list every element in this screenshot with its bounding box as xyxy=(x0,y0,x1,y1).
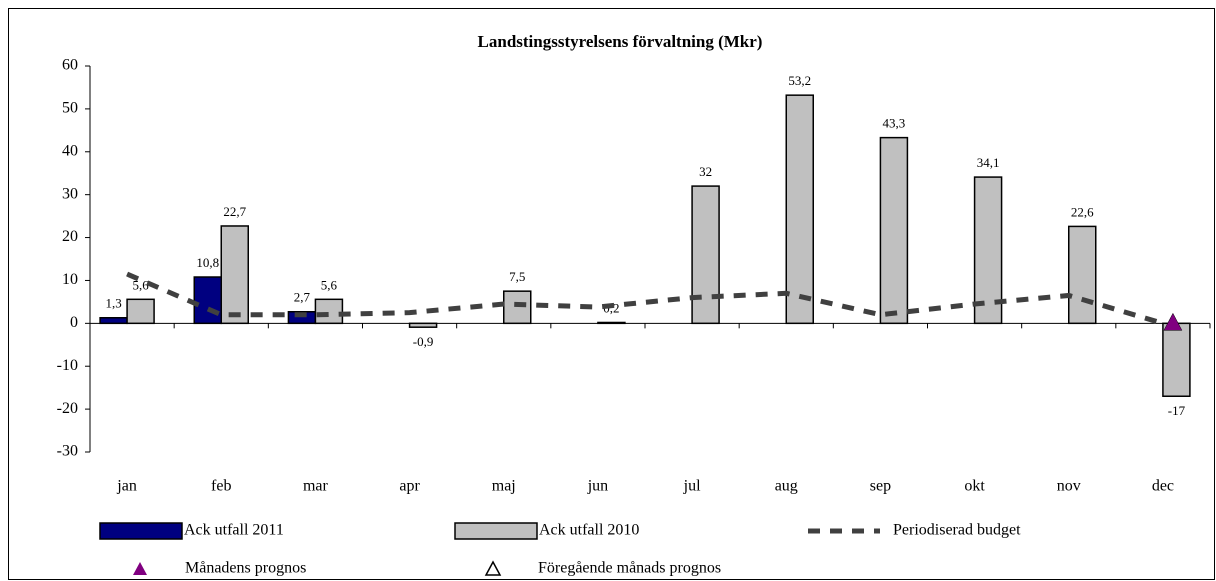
legend-label: Periodiserad budget xyxy=(893,522,1021,539)
x-tick-label: maj xyxy=(492,478,516,495)
data-label: 53,2 xyxy=(788,73,811,88)
legend-swatch xyxy=(454,522,538,540)
legend-label: Månadens prognos xyxy=(185,560,306,577)
y-tick-label: 50 xyxy=(62,100,78,117)
x-tick-label: jul xyxy=(683,478,701,495)
data-label: 1,3 xyxy=(105,296,121,311)
budget-line xyxy=(126,271,1164,326)
x-tick-label: okt xyxy=(964,478,985,495)
bar xyxy=(1068,225,1097,325)
data-label: 7,5 xyxy=(509,269,525,284)
bar xyxy=(193,276,222,325)
x-tick-label: nov xyxy=(1057,478,1081,495)
legend-label: Ack utfall 2011 xyxy=(184,522,284,539)
x-tick-label: aug xyxy=(775,478,798,495)
x-tick-label: apr xyxy=(399,478,420,495)
bar xyxy=(597,321,626,325)
y-tick-label: -10 xyxy=(57,357,78,374)
bar xyxy=(220,225,249,325)
legend-label: Ack utfall 2010 xyxy=(539,522,639,539)
y-tick-label: 10 xyxy=(62,271,78,288)
bar xyxy=(503,290,532,325)
x-tick-label: jun xyxy=(587,478,608,495)
chart-frame xyxy=(8,8,1215,580)
x-tick-label: feb xyxy=(211,478,231,495)
y-tick-label: 40 xyxy=(62,142,78,159)
bar xyxy=(879,136,909,325)
data-label: 10,8 xyxy=(196,255,219,270)
x-tick-label: mar xyxy=(303,478,329,495)
x-tick-label: sep xyxy=(870,478,891,495)
data-label: 32 xyxy=(699,164,712,179)
chart-title: Landstingsstyrelsens förvaltning (Mkr) xyxy=(478,32,763,51)
y-tick-label: 60 xyxy=(62,57,78,74)
y-tick-label: 30 xyxy=(62,185,78,202)
bar xyxy=(691,185,720,325)
bar xyxy=(1162,322,1191,397)
bar xyxy=(126,298,155,325)
data-label: 22,7 xyxy=(223,204,246,219)
y-tick-label: 20 xyxy=(62,228,78,245)
data-label: 43,3 xyxy=(883,116,906,131)
data-label: 2,7 xyxy=(294,290,311,305)
data-label: -0,9 xyxy=(413,334,434,349)
prognosis-marker xyxy=(1163,312,1183,331)
bar xyxy=(973,176,1003,325)
bar xyxy=(408,322,438,328)
data-label: -17 xyxy=(1168,403,1186,418)
y-tick-label: -30 xyxy=(57,443,78,460)
bar xyxy=(314,298,344,325)
x-tick-label: jan xyxy=(116,478,137,495)
legend-swatch xyxy=(133,562,147,575)
y-tick-label: -20 xyxy=(57,400,78,417)
data-label: 22,6 xyxy=(1071,204,1094,219)
legend-swatch xyxy=(484,560,502,576)
x-tick-label: dec xyxy=(1152,478,1174,495)
y-tick-label: 0 xyxy=(70,314,78,331)
data-label: 5,6 xyxy=(132,277,149,292)
bar xyxy=(99,317,128,325)
data-label: 34,1 xyxy=(977,155,1000,170)
bar xyxy=(785,94,814,325)
legend-swatch xyxy=(99,522,183,540)
legend-label: Föregående månads prognos xyxy=(538,560,721,577)
data-label: 5,6 xyxy=(321,277,338,292)
